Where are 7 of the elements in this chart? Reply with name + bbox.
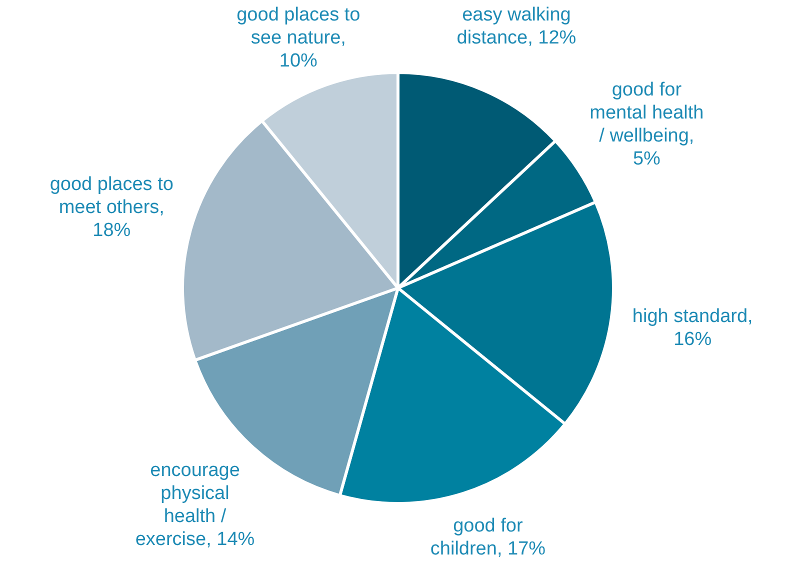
slice-label: good for mental health / wellbeing, 5% [590, 80, 704, 170]
slice-label: easy walking distance, 12% [456, 4, 576, 49]
slice-label: good for children, 17% [430, 516, 546, 560]
slice-label: good places to see nature, 10% [236, 4, 360, 72]
slice-label: high standard, 16% [632, 306, 753, 350]
slice-label: encourage physical health / exercise, 14% [135, 460, 255, 550]
slice-label: good places to meet others, 18% [50, 174, 174, 241]
